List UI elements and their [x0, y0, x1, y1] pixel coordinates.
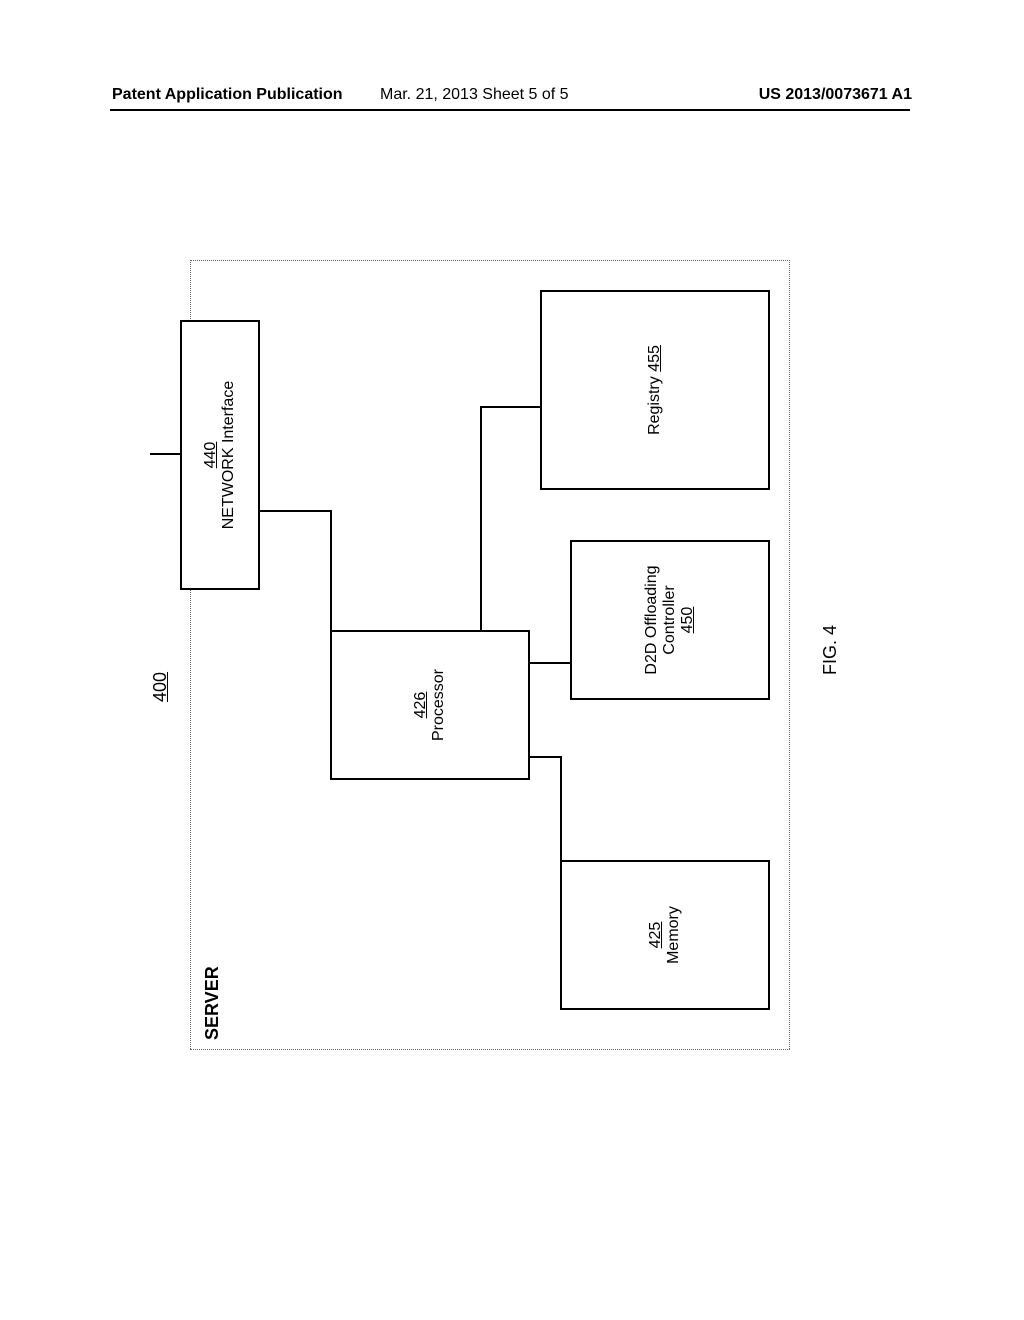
header-center: Mar. 21, 2013 Sheet 5 of 5 — [380, 86, 569, 104]
connector-netif-proc-h — [330, 510, 332, 632]
box-network-interface: 440 NETWORK Interface — [180, 320, 260, 590]
page-header: Patent Application Publication Mar. 21, … — [0, 86, 1024, 110]
header-right: US 2013/0073671 A1 — [759, 86, 912, 104]
box-processor: 426 Processor — [330, 630, 530, 780]
label-memory: Memory — [665, 906, 683, 964]
label-d2d: D2D Offloading Controller — [643, 546, 679, 694]
header-left: Patent Application Publication — [112, 86, 343, 104]
connector-netif-external — [150, 453, 180, 455]
connector-netif-proc-v — [260, 510, 332, 512]
ref-registry: 455 — [646, 345, 663, 372]
connector-proc-d2d-v — [530, 662, 572, 664]
label-processor: Processor — [430, 669, 448, 741]
box-memory: 425 Memory — [560, 860, 770, 1010]
connector-proc-mem-h — [560, 756, 562, 936]
connector-proc-mem-v — [530, 756, 562, 758]
ref-processor: 426 — [412, 692, 430, 719]
box-registry: Registry 455 — [540, 290, 770, 490]
label-registry: Registry 455 — [646, 345, 664, 435]
ref-network-interface: 440 — [202, 442, 220, 469]
figure-caption: FIG. 4 — [820, 625, 841, 675]
connector-proc-reg-h — [480, 406, 482, 630]
page: Patent Application Publication Mar. 21, … — [0, 0, 1024, 1320]
figure-ref-400: 400 — [150, 672, 171, 702]
header-rule — [110, 109, 910, 111]
connector-proc-reg-v — [480, 406, 542, 408]
box-d2d-controller: 450 D2D Offloading Controller — [570, 540, 770, 700]
label-registry-text: Registry — [646, 376, 663, 435]
server-label: SERVER — [202, 966, 223, 1040]
ref-memory: 425 — [647, 922, 665, 949]
label-network-interface: NETWORK Interface — [220, 381, 238, 529]
ref-d2d: 450 — [679, 607, 697, 634]
figure-4: 400 SERVER 440 NETWORK Interface 426 Pro… — [150, 240, 850, 1070]
